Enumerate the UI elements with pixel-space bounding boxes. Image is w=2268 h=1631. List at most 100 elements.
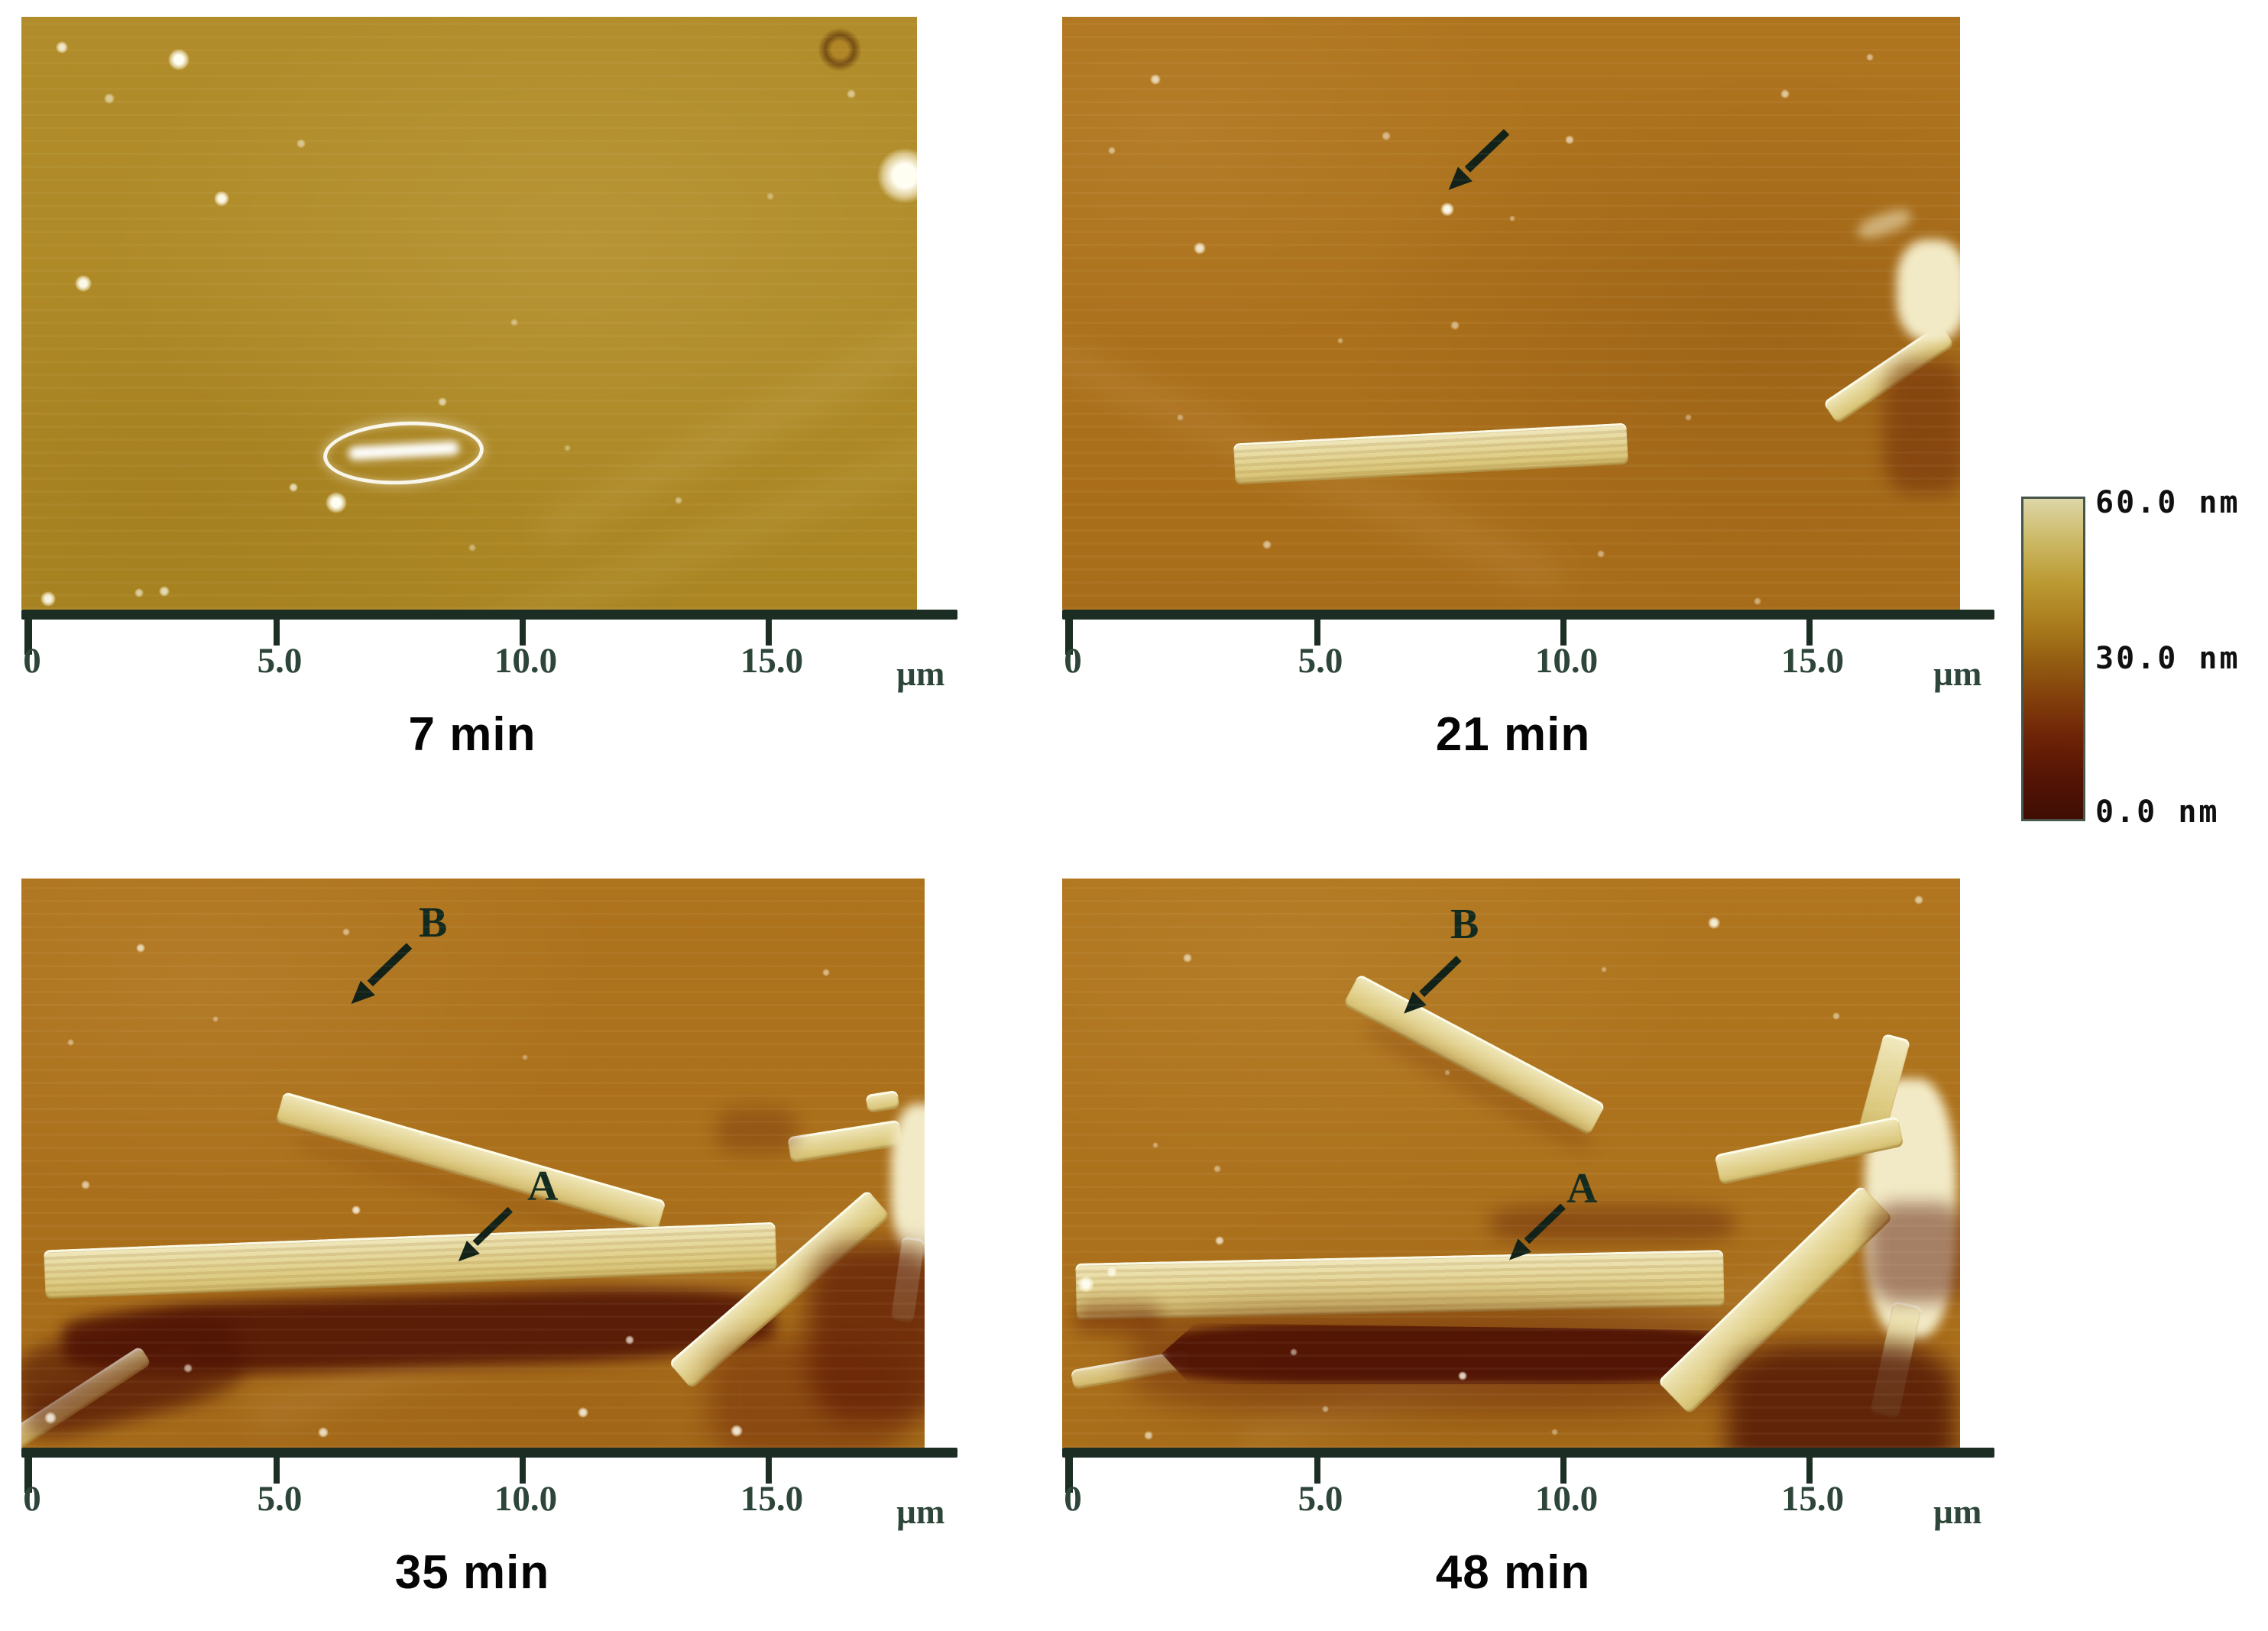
bright-particle xyxy=(1215,1236,1224,1245)
afm-image-35min: B A xyxy=(21,879,925,1448)
tick-label: 0 xyxy=(23,1479,41,1519)
bright-particle xyxy=(352,1205,361,1215)
bright-particle xyxy=(1509,215,1515,222)
x-axis-48min: 0 5.0 10.0 15.0 µm 48 min xyxy=(1062,1448,2025,1631)
bright-particle xyxy=(1262,540,1272,549)
dark-ring-defect xyxy=(818,28,862,72)
bright-particle xyxy=(1077,1276,1094,1293)
x-axis-21min: 0 5.0 10.0 15.0 µm 21 min xyxy=(1062,610,2025,846)
bright-particle xyxy=(159,586,170,597)
tick-label: 0 xyxy=(1064,641,1082,681)
bright-particle xyxy=(318,1427,329,1438)
crystal-cluster-edge xyxy=(891,1104,925,1257)
axis-tick xyxy=(1806,1456,1813,1484)
colorbar-label-mid: 30.0 nm xyxy=(2095,641,2240,676)
bright-particle xyxy=(1444,1070,1450,1076)
bright-particle xyxy=(44,1412,57,1424)
bright-particle xyxy=(214,191,229,206)
bright-particle xyxy=(468,544,476,552)
bright-particle xyxy=(1213,1165,1221,1173)
tick-label: 10.0 xyxy=(1534,1479,1599,1519)
shadow xyxy=(717,1108,797,1154)
bright-particle xyxy=(522,1054,528,1060)
tick-label: 0 xyxy=(23,641,41,681)
axis-tick xyxy=(274,1456,280,1484)
bright-particle xyxy=(1780,89,1790,99)
afm-image-7min xyxy=(21,17,917,610)
height-colorbar xyxy=(2021,497,2085,821)
bright-particle xyxy=(1144,1431,1153,1440)
tick-label: 15.0 xyxy=(1780,641,1845,681)
axis-line xyxy=(1062,1448,1994,1458)
axis-tick xyxy=(766,618,772,646)
bright-particle xyxy=(847,89,856,99)
bright-particle xyxy=(877,148,917,203)
annotation-letter-b: B xyxy=(1450,901,1479,948)
axis-line xyxy=(21,1448,957,1458)
tick-label: 10.0 xyxy=(1534,641,1599,681)
bright-particle xyxy=(1866,53,1874,61)
shadow xyxy=(808,1245,925,1421)
annotation-letter-a: A xyxy=(1567,1165,1598,1212)
bright-particle xyxy=(326,492,347,513)
bright-particle xyxy=(438,397,447,406)
x-axis-7min: 0 5.0 10.0 15.0 µm 7 min xyxy=(21,610,984,846)
axis-tick xyxy=(1560,1456,1567,1484)
bright-particle xyxy=(56,41,68,53)
shadow xyxy=(1131,1306,1742,1413)
bright-particle xyxy=(1551,1429,1558,1435)
tick-label: 5.0 xyxy=(1298,641,1343,681)
colorbar-label-max: 60.0 nm xyxy=(2095,485,2240,520)
annotation-arrow-icon xyxy=(351,943,413,1005)
x-axis-35min: 0 5.0 10.0 15.0 µm 35 min xyxy=(21,1448,984,1631)
bright-particle xyxy=(183,1364,193,1373)
bright-particle xyxy=(731,1425,743,1437)
tick-label: 5.0 xyxy=(1298,1479,1343,1519)
bright-particle xyxy=(75,275,92,292)
axis-unit-label: µm xyxy=(1933,1493,1982,1531)
bright-particle xyxy=(675,497,682,504)
bright-particle xyxy=(136,943,145,953)
bright-particle xyxy=(289,483,298,492)
bright-particle xyxy=(1152,1142,1158,1148)
bright-particle xyxy=(1565,135,1574,144)
axis-tick xyxy=(1065,1456,1073,1493)
axis-tick xyxy=(520,1456,526,1484)
axis-tick xyxy=(766,1456,772,1484)
bright-particle xyxy=(296,139,306,148)
tick-label: 5.0 xyxy=(257,1479,303,1519)
axis-tick xyxy=(1314,618,1320,646)
axis-unit-label: µm xyxy=(896,655,945,693)
tick-label: 15.0 xyxy=(1780,1479,1845,1519)
bright-particle xyxy=(1914,895,1923,904)
bright-particle xyxy=(1150,74,1161,85)
bright-particle xyxy=(1177,414,1184,421)
annotation-arrow-icon xyxy=(1404,956,1462,1014)
shadow xyxy=(1868,1203,1960,1303)
shadow xyxy=(1074,1303,1162,1334)
crystal-core xyxy=(348,441,460,461)
shadow xyxy=(1884,361,1960,494)
afm-image-48min: B A xyxy=(1062,879,1960,1448)
afm-surface xyxy=(1062,17,1960,610)
tick-label: 10.0 xyxy=(494,641,558,681)
axis-tick xyxy=(274,618,280,646)
bright-particle xyxy=(212,1016,219,1022)
bright-particle xyxy=(1708,917,1720,929)
tick-label: 15.0 xyxy=(740,641,804,681)
afm-image-21min xyxy=(1062,17,1960,610)
axis-tick xyxy=(520,618,526,646)
bright-particle xyxy=(1832,1012,1840,1020)
panel-caption-21min: 21 min xyxy=(1435,708,1591,761)
tick-label: 5.0 xyxy=(257,641,303,681)
panel-caption-7min: 7 min xyxy=(408,708,536,761)
bright-particle xyxy=(1685,414,1692,421)
bright-particle xyxy=(104,93,115,104)
colorbar-label-min: 0.0 nm xyxy=(2095,794,2220,830)
bright-particle xyxy=(1337,338,1343,344)
bright-particle xyxy=(1601,966,1607,972)
bright-particle xyxy=(1322,1406,1329,1413)
tick-label: 15.0 xyxy=(740,1479,804,1519)
panel-caption-35min: 35 min xyxy=(394,1546,550,1599)
